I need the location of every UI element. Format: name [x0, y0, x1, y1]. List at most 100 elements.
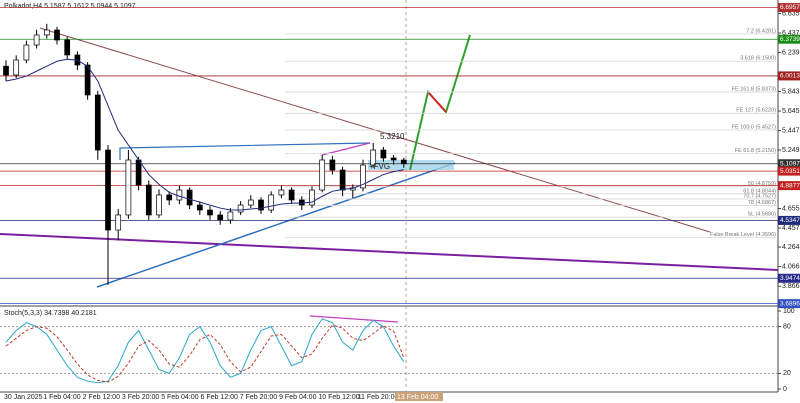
x-tick-label: 9 Feb 04:00 [279, 394, 316, 401]
candle-body [125, 159, 132, 216]
x-tick-label: 1 Feb 04:00 [43, 394, 80, 401]
level-label: 6.6957 [780, 4, 800, 11]
level-box [778, 166, 800, 176]
candle-body [166, 194, 173, 201]
level-box [778, 159, 800, 169]
y-tick-label: 5.249 [782, 147, 800, 154]
candle-body [145, 184, 152, 216]
stoch-tick-label: 0 [783, 386, 787, 393]
level-box [778, 215, 800, 225]
candle-body [400, 159, 407, 165]
candle-body [84, 64, 91, 96]
candle-body [237, 204, 244, 213]
level-box [778, 299, 800, 309]
fib-label: 61.8 (4.8044) [743, 188, 776, 194]
level-label: 5.0351 [780, 168, 800, 175]
fib-label: 3.618 (6.1500) [740, 56, 776, 62]
candle-body [94, 94, 101, 151]
fib-label: FE 61.8 (5.2150) [735, 148, 776, 154]
candle-body [33, 34, 40, 46]
candle-body [3, 65, 9, 76]
candle-body [247, 199, 254, 206]
fib-label: 50 (4.8759) [748, 181, 776, 187]
candle-body [309, 189, 315, 206]
stoch-tick-label: 20 [783, 370, 791, 377]
candle-body [390, 157, 397, 161]
level-label: 5.1097 [780, 160, 800, 167]
stoch-d [5, 324, 405, 383]
level-label: 3.6896 [780, 300, 800, 307]
x-tick-label: 5 Feb 04:00 [161, 394, 198, 401]
candle-body [105, 149, 111, 231]
level-box [778, 181, 800, 191]
level-label: 4.8877 [780, 182, 800, 189]
level-box [778, 273, 800, 283]
x-tick-label: 10 Feb 12:00 [318, 394, 359, 401]
candle-body [115, 214, 122, 231]
candle-body [13, 59, 20, 76]
level-box [778, 34, 800, 44]
moving-average [5, 58, 404, 211]
level-label: 6.0013 [780, 73, 800, 80]
fib-label: 70.7 (4.7527) [743, 193, 776, 199]
candle-body [64, 39, 71, 56]
y-tick-label: 4.457 [782, 225, 800, 232]
candle-body [135, 159, 142, 186]
candle-body [339, 169, 346, 191]
stoch-title: Stoch(5,3,3) 34.7398 40.2181 [4, 310, 97, 317]
x-tick-label: 30 Jan 2025 [4, 394, 43, 401]
candle-body [360, 164, 366, 189]
candle-body [207, 209, 213, 216]
level-box [778, 3, 800, 13]
projection-pullback [427, 91, 447, 113]
stoch-tick-label: 100 [783, 308, 795, 315]
candle-body [196, 204, 203, 211]
stoch-k [5, 318, 405, 384]
ascending-trendline [96, 162, 456, 288]
y-tick-label: 6.635 [782, 10, 800, 17]
candle-body [54, 29, 60, 41]
level-label: 3.9474 [780, 275, 800, 282]
candle-body [23, 44, 30, 61]
candle-body [370, 149, 377, 166]
candle-body [156, 194, 162, 216]
candle-body [217, 214, 224, 221]
candle-body [43, 29, 50, 36]
fib-label: FE 100.0 (5.4527) [732, 124, 777, 130]
candle-body [278, 189, 285, 196]
y-tick-label: 6.437 [782, 30, 800, 37]
x-tick-label: 13 Feb 04:00 [397, 394, 438, 401]
candle-body [258, 199, 264, 211]
fib-label: SL (4.5680) [747, 212, 776, 218]
level-label: 4.5347 [780, 217, 800, 224]
candle-body [329, 159, 336, 171]
y-tick-label: 4.2645 [782, 244, 800, 251]
y-tick-label: 5.645 [782, 108, 800, 115]
neckline [119, 142, 371, 160]
x-tick-label: 11 Feb 20:00 [358, 394, 399, 401]
fib-label: 7.2 (6.4281) [746, 28, 776, 34]
candle-body [227, 211, 234, 221]
y-tick-label: 6.239 [782, 49, 800, 56]
candle-body [268, 194, 275, 211]
y-tick-label: 3.8665 [782, 283, 800, 290]
y-tick-label: 4.655 [782, 205, 800, 212]
level-box [778, 71, 800, 81]
candle-body [288, 189, 295, 201]
candle-body [176, 189, 183, 201]
y-tick-label: 4.0665 [782, 263, 800, 270]
stoch-tick-label: 80 [783, 323, 791, 330]
candle-body [319, 159, 326, 191]
chart-title: Polkadot,H4 5.1587 5.1612 5.0944 5.1097 [4, 3, 136, 10]
candle-body [186, 189, 193, 206]
candle-body [380, 149, 387, 159]
fib-label: 78 (4.6867) [748, 200, 776, 206]
y-tick-label: 5.843 [782, 88, 800, 95]
x-tick-label: 6 Feb 12:00 [201, 394, 238, 401]
x-tick-label: 3 Feb 20:00 [122, 394, 159, 401]
annotation: 5.3210 [380, 132, 405, 141]
stoch-divergence [309, 315, 399, 323]
current-time-box [395, 392, 443, 401]
